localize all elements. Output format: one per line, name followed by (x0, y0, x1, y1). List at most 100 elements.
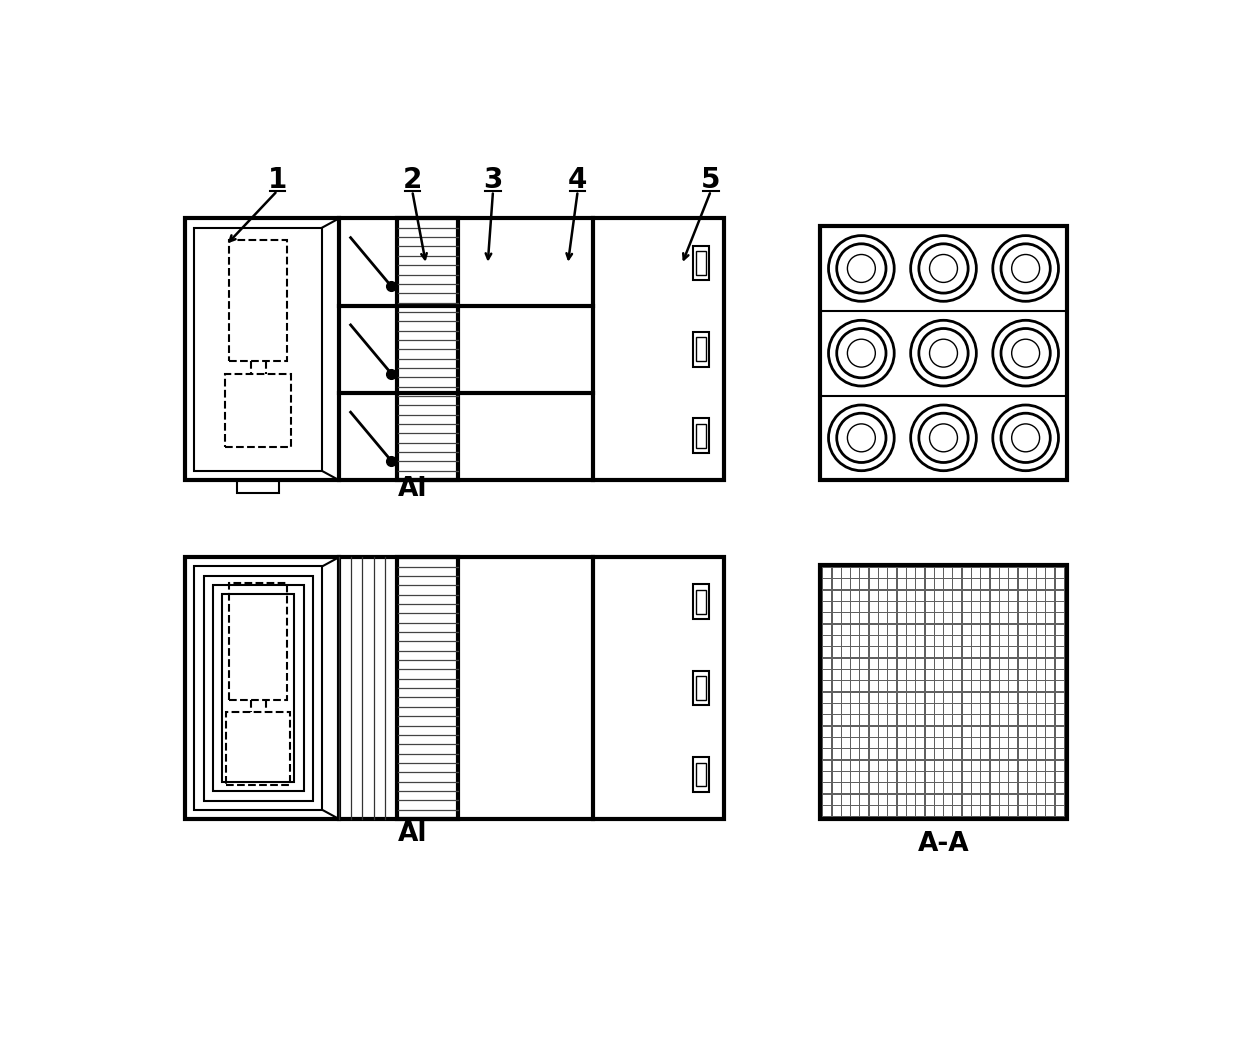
Bar (823, 738, 831, 748)
Bar (222, 594, 294, 782)
Bar (981, 670, 990, 680)
Bar (898, 580, 905, 589)
Bar (1028, 693, 1035, 702)
Bar (861, 568, 868, 578)
Bar (1037, 727, 1045, 737)
Bar (925, 681, 934, 691)
Bar (954, 795, 961, 804)
Bar (821, 226, 1066, 480)
Bar (954, 602, 961, 612)
Bar (1037, 670, 1045, 680)
Bar (851, 806, 859, 816)
Bar (1055, 750, 1064, 759)
Bar (999, 693, 1008, 702)
Bar (693, 418, 708, 453)
Bar (1018, 772, 1027, 782)
Bar (972, 727, 980, 737)
Bar (944, 727, 952, 737)
Bar (832, 727, 841, 737)
Bar (954, 580, 961, 589)
Bar (898, 613, 905, 624)
Bar (898, 715, 905, 726)
Bar (962, 715, 971, 726)
Bar (962, 658, 971, 669)
Bar (962, 636, 971, 646)
Bar (1028, 750, 1035, 759)
Bar (991, 681, 998, 691)
Bar (1047, 715, 1054, 726)
Bar (898, 625, 905, 634)
Bar (1047, 806, 1054, 816)
Bar (832, 602, 841, 612)
Bar (906, 681, 915, 691)
Bar (842, 750, 849, 759)
Bar (1028, 568, 1035, 578)
Bar (972, 636, 980, 646)
Bar (1009, 783, 1017, 794)
Bar (869, 568, 878, 578)
Bar (832, 704, 841, 714)
Bar (861, 580, 868, 589)
Bar (842, 580, 849, 589)
Bar (981, 625, 990, 634)
Bar (906, 580, 915, 589)
Bar (1055, 806, 1064, 816)
Bar (1037, 715, 1045, 726)
Bar (972, 750, 980, 759)
Bar (981, 750, 990, 759)
Bar (981, 693, 990, 702)
Bar (972, 658, 980, 669)
Bar (962, 613, 971, 624)
Bar (869, 795, 878, 804)
Bar (1037, 580, 1045, 589)
Text: Al: Al (398, 821, 427, 847)
Bar (823, 613, 831, 624)
Bar (823, 590, 831, 601)
Bar (1009, 806, 1017, 816)
Bar (1055, 613, 1064, 624)
Bar (1018, 795, 1027, 804)
Bar (869, 636, 878, 646)
Bar (1047, 795, 1054, 804)
Bar (869, 647, 878, 657)
Bar (999, 636, 1008, 646)
Bar (1047, 647, 1054, 657)
Bar (1009, 727, 1017, 737)
Bar (991, 636, 998, 646)
Bar (832, 738, 841, 748)
Bar (954, 613, 961, 624)
Bar (999, 613, 1008, 624)
Text: 2: 2 (403, 166, 422, 194)
Bar (981, 760, 990, 771)
Bar (991, 625, 998, 634)
Bar (851, 670, 859, 680)
Bar (229, 239, 286, 361)
Bar (842, 590, 849, 601)
Bar (832, 636, 841, 646)
Bar (869, 613, 878, 624)
Bar (861, 670, 868, 680)
Bar (906, 613, 915, 624)
Bar (991, 568, 998, 578)
Bar (972, 693, 980, 702)
Bar (1028, 590, 1035, 601)
Bar (954, 704, 961, 714)
Bar (869, 783, 878, 794)
Bar (962, 647, 971, 657)
Bar (832, 760, 841, 771)
Bar (1018, 783, 1027, 794)
Bar (925, 727, 934, 737)
Bar (898, 590, 905, 601)
Bar (888, 693, 897, 702)
Bar (991, 704, 998, 714)
Bar (842, 602, 849, 612)
Bar (842, 613, 849, 624)
Bar (916, 658, 924, 669)
Bar (935, 636, 942, 646)
Bar (1055, 783, 1064, 794)
Bar (954, 636, 961, 646)
Bar (962, 681, 971, 691)
Bar (1018, 681, 1027, 691)
Bar (879, 602, 887, 612)
Text: Al: Al (398, 477, 427, 503)
